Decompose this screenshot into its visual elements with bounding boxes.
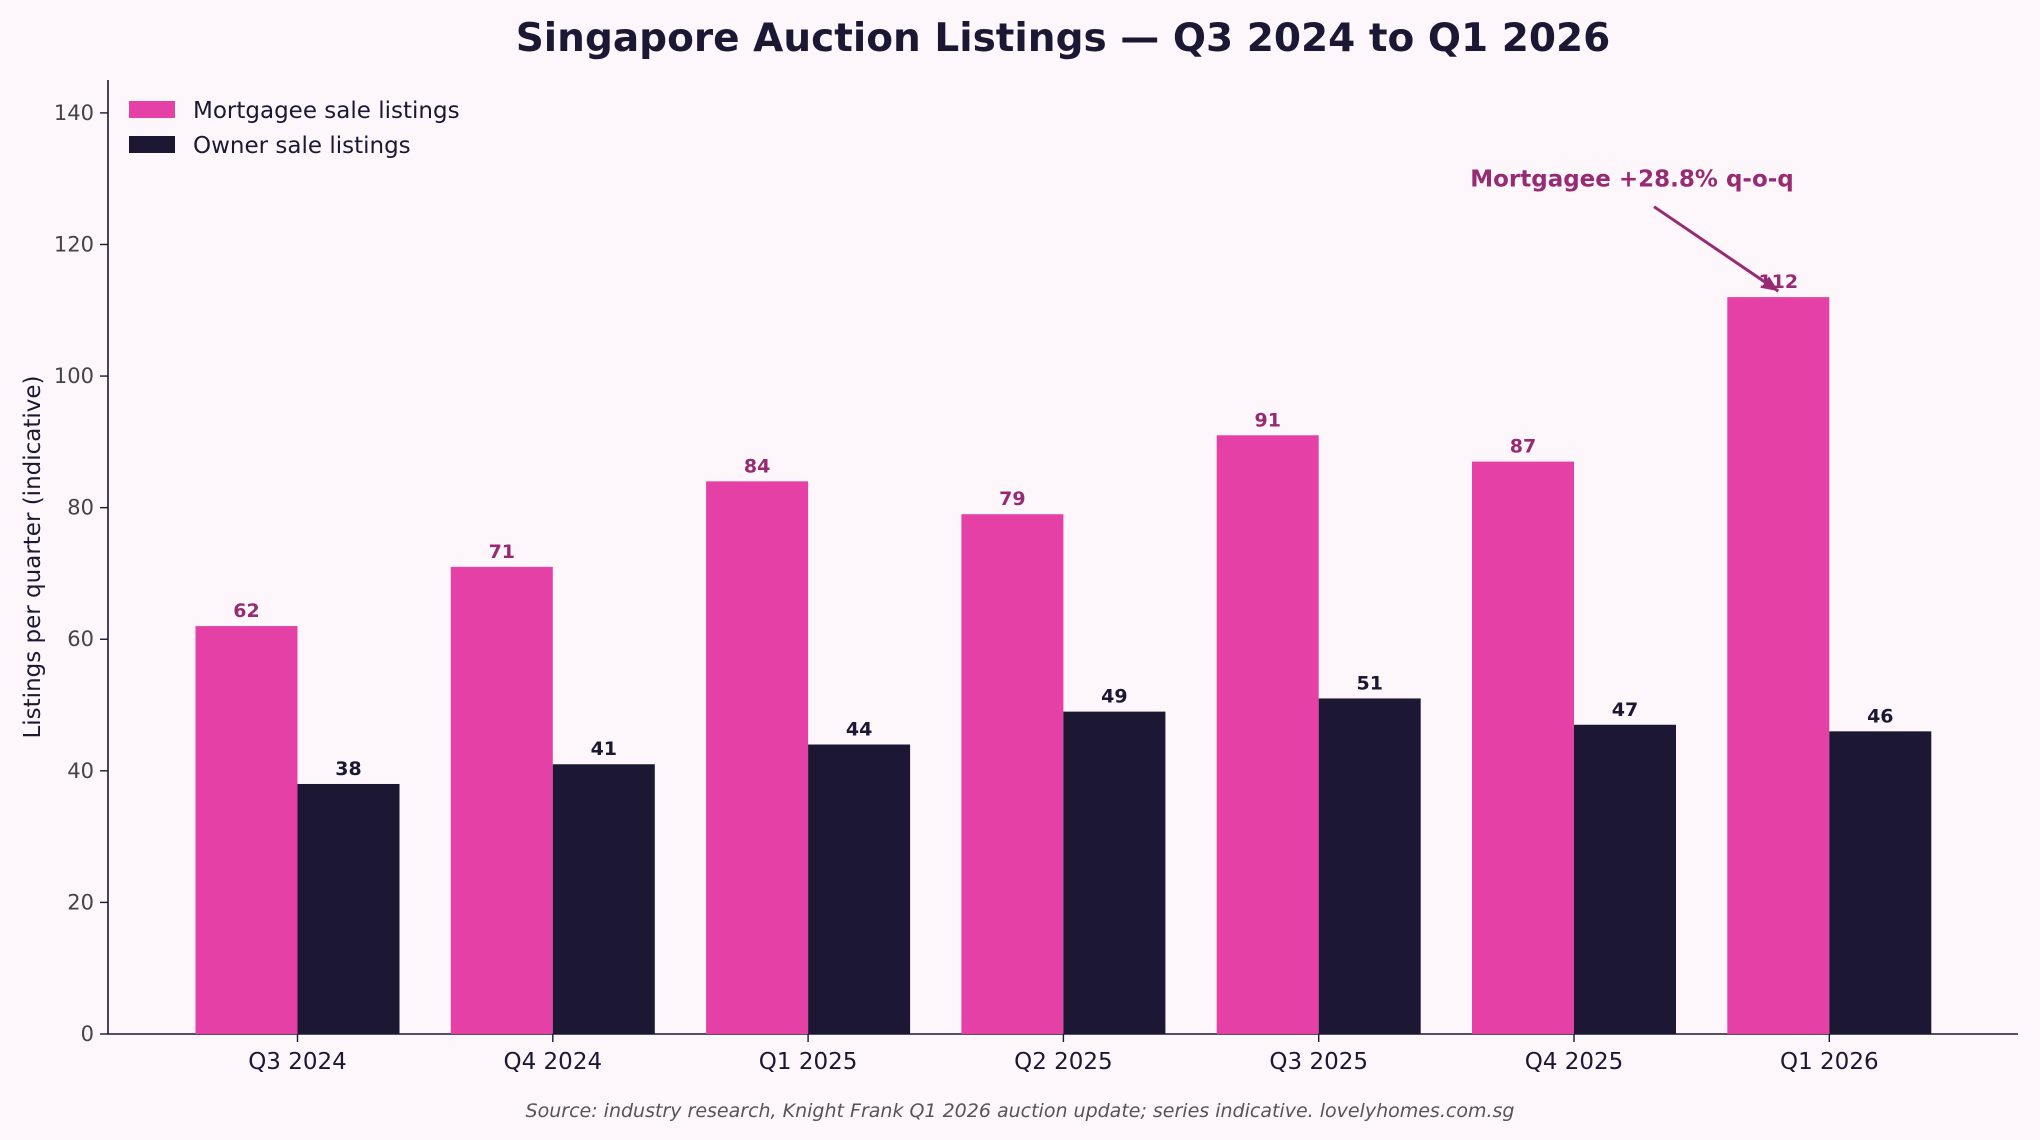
annotation-arrowhead bbox=[1761, 276, 1779, 292]
plot-area: 0 20 40 60 80 100 120 140 Q3 2024 62 38 Q4 2024 71 41… bbox=[54, 80, 2018, 1075]
legend-label: Mortgagee sale listings bbox=[193, 98, 460, 124]
bar bbox=[706, 481, 809, 1035]
legend: Mortgagee sale listings Owner sale listin… bbox=[129, 98, 460, 159]
y-tick-label: 20 bbox=[67, 890, 94, 914]
y-axis-label: Listings per quarter (indicative) bbox=[20, 375, 46, 738]
data-label: 51 bbox=[1356, 672, 1382, 694]
bar bbox=[450, 566, 553, 1034]
y-tick-label: 60 bbox=[67, 627, 94, 651]
data-label: 62 bbox=[233, 600, 259, 622]
bar bbox=[1829, 731, 1932, 1034]
data-label: 91 bbox=[1254, 409, 1280, 431]
bar bbox=[808, 744, 911, 1034]
legend-label: Owner sale listings bbox=[193, 133, 411, 159]
bar bbox=[552, 764, 655, 1034]
legend-swatch bbox=[129, 136, 175, 153]
y-tick-label: 40 bbox=[67, 759, 94, 783]
data-label: 71 bbox=[489, 541, 515, 563]
x-tick-label: Q4 2025 bbox=[1525, 1049, 1624, 1075]
y-tick-label: 100 bbox=[54, 364, 94, 388]
data-label: 41 bbox=[591, 738, 617, 760]
bar bbox=[195, 626, 298, 1034]
y-tick-label: 140 bbox=[54, 101, 94, 125]
data-label: 44 bbox=[846, 719, 872, 741]
data-label: 47 bbox=[1612, 699, 1638, 721]
x-tick-label: Q3 2025 bbox=[1269, 1049, 1368, 1075]
data-label: 84 bbox=[744, 455, 770, 477]
source-note: Source: industry research, Knight Frank … bbox=[526, 1100, 1515, 1122]
bar bbox=[961, 514, 1064, 1034]
annotation-text: Mortgagee +28.8% q-o-q bbox=[1470, 167, 1794, 193]
x-tick-label: Q1 2025 bbox=[759, 1049, 858, 1075]
bar bbox=[1727, 297, 1830, 1034]
bar bbox=[1574, 724, 1676, 1034]
annotation-arrow bbox=[1653, 205, 1780, 293]
data-label: 79 bbox=[999, 488, 1025, 510]
data-label: 87 bbox=[1510, 436, 1536, 458]
bar bbox=[297, 783, 400, 1034]
x-tick-label: Q3 2024 bbox=[248, 1049, 347, 1075]
y-tick-label: 0 bbox=[81, 1022, 94, 1046]
y-tick-label: 80 bbox=[67, 496, 94, 520]
y-tick-label: 120 bbox=[54, 232, 94, 256]
x-tick-label: Q1 2026 bbox=[1780, 1049, 1879, 1075]
x-tick-label: Q2 2025 bbox=[1014, 1049, 1113, 1075]
bar bbox=[1472, 461, 1574, 1035]
bar bbox=[1216, 435, 1319, 1035]
bar bbox=[1318, 698, 1421, 1034]
chart-title: Singapore Auction Listings — Q3 2024 to … bbox=[516, 16, 1611, 61]
legend-swatch bbox=[129, 101, 175, 118]
data-label: 38 bbox=[335, 758, 361, 780]
bar bbox=[1063, 711, 1166, 1034]
data-label: 49 bbox=[1101, 686, 1127, 708]
x-tick-label: Q4 2024 bbox=[504, 1049, 603, 1075]
data-label: 46 bbox=[1867, 705, 1893, 727]
